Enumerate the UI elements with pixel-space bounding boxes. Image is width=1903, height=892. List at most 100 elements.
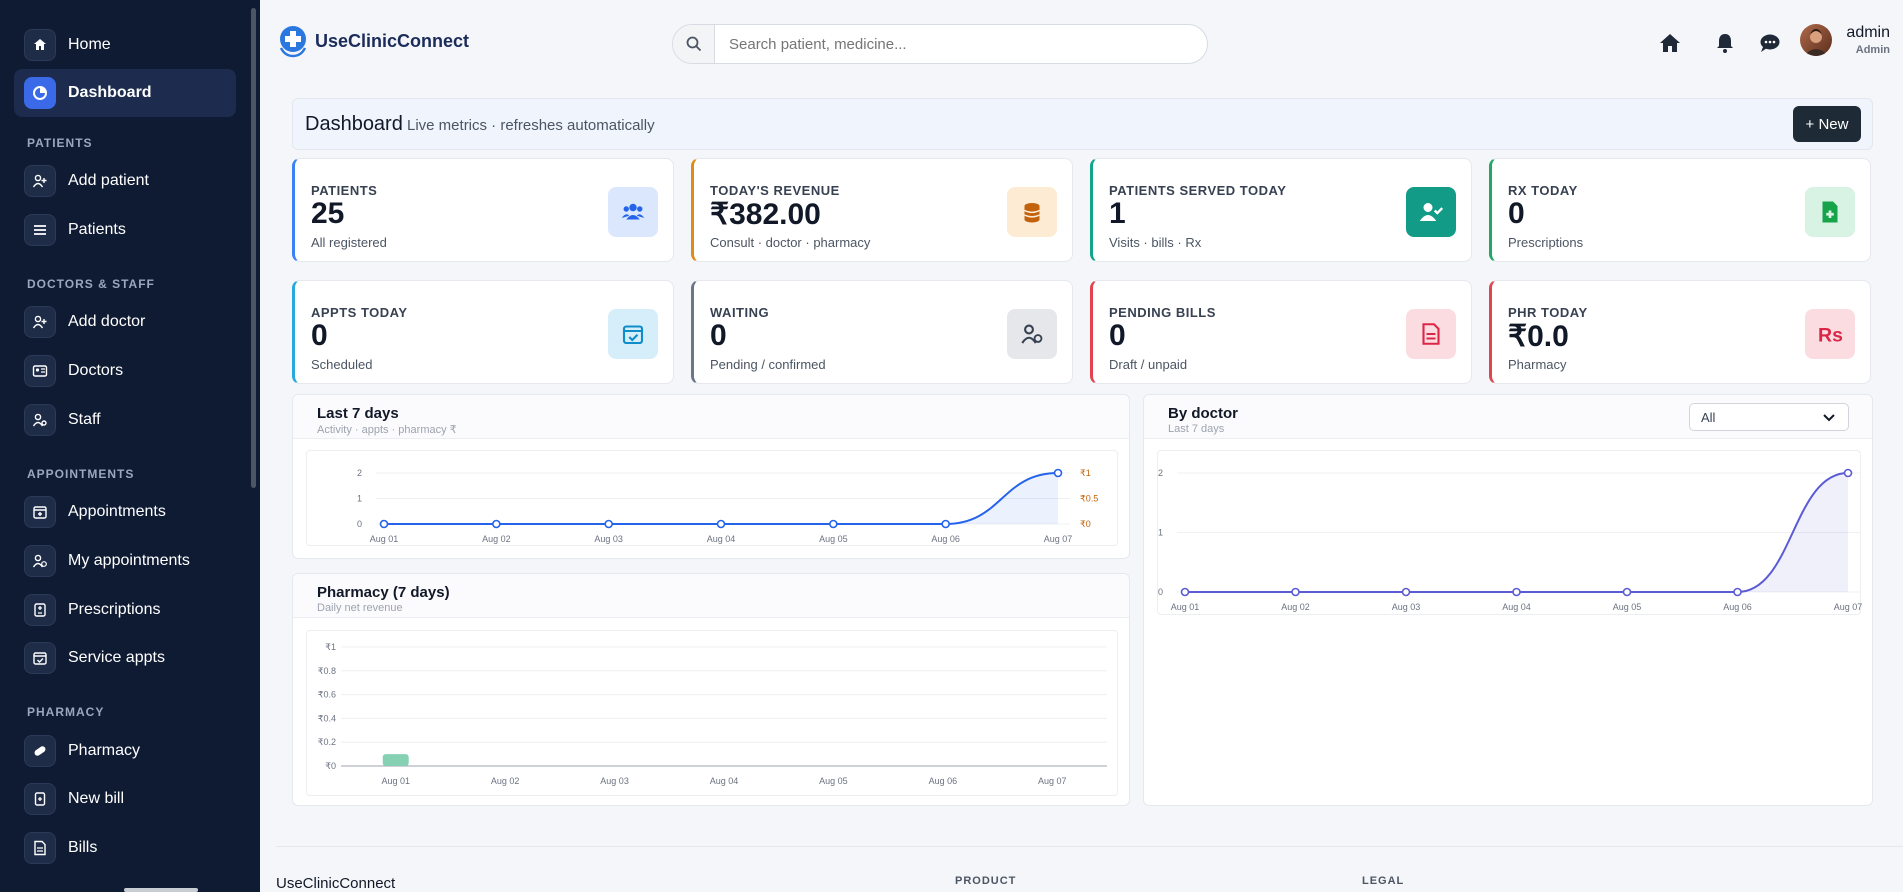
sidebar-item-pharmacy[interactable]: Pharmacy — [14, 727, 236, 775]
x-tick-label: Aug 01 — [381, 776, 410, 786]
y2-tick-label: ₹1 — [1080, 468, 1091, 478]
user-name[interactable]: admin — [1846, 24, 1890, 41]
stat-caption: Scheduled — [311, 357, 373, 372]
top-bar: UseClinicConnect admin Admin — [260, 0, 1903, 86]
sidebar-item-home[interactable]: Home — [14, 21, 236, 69]
data-point — [1843, 468, 1853, 478]
stat-caption: All registered — [311, 235, 387, 250]
stat-value: ₹0.0 — [1508, 320, 1569, 353]
y2-tick-label: ₹0.5 — [1080, 494, 1098, 504]
bar — [382, 754, 409, 766]
data-point — [829, 519, 838, 529]
data-point — [1180, 587, 1190, 597]
home-icon — [34, 39, 46, 50]
sidebar-icon — [24, 832, 56, 864]
stat-caption: Draft / unpaid — [1109, 357, 1188, 372]
x-tick-label: Aug 02 — [1281, 602, 1310, 612]
x-tick-label: Aug 06 — [931, 534, 960, 544]
stat-card-today-s-revenue[interactable]: TODAY'S REVENUE ₹382.00 Consult · doctor ·… — [691, 158, 1073, 262]
sidebar-item-label: New bill — [68, 790, 125, 807]
stat-value: 25 — [311, 197, 345, 230]
sidebar-icon — [24, 735, 56, 767]
sidebar-item-prescriptions[interactable]: Prescriptions — [14, 586, 236, 634]
sidebar-item-dashboard[interactable]: Dashboard — [14, 69, 236, 117]
id-card-icon — [32, 365, 48, 377]
x-tick-label: Aug 04 — [710, 776, 739, 786]
page-title: Dashboard — [305, 113, 403, 135]
sidebar-item-staff[interactable]: Staff — [14, 396, 236, 444]
sidebar-item-my-appointments[interactable]: My appointments — [14, 537, 236, 585]
sidebar-item-service-appts[interactable]: Service appts — [14, 634, 236, 682]
sidebar-icon — [24, 642, 56, 674]
y-tick-label: 1 — [357, 494, 362, 504]
sidebar-item-appointments[interactable]: Appointments — [14, 488, 236, 536]
calendar-plus-icon — [33, 506, 47, 519]
sidebar-icon — [24, 77, 56, 109]
stat-card-patients[interactable]: PATIENTS 25 All registered — [292, 158, 674, 262]
sidebar-item-bills[interactable]: Bills — [14, 824, 236, 872]
home-button[interactable] — [1658, 31, 1682, 55]
sidebar-scroll-indicator — [124, 888, 198, 892]
stat-label: PENDING BILLS — [1109, 305, 1216, 320]
notifications-button[interactable] — [1713, 31, 1737, 55]
avatar[interactable] — [1800, 24, 1832, 56]
chart-container: ₹0 ₹0.2 ₹0.4 ₹0.6 ₹0.8 ₹1 Aug 01 Aug 02 Aug 03 Au… — [306, 630, 1118, 796]
x-tick-label: Aug 03 — [1392, 602, 1421, 612]
pharmacy-panel: Pharmacy (7 days) Daily net revenue ₹0 ₹0… — [292, 573, 1130, 806]
new-button[interactable]: + New — [1793, 106, 1861, 142]
svg-text:Rs: Rs — [1818, 325, 1842, 347]
stat-icon-box — [1007, 187, 1057, 237]
stat-value: 0 — [311, 319, 328, 352]
y-tick-label: ₹0 — [325, 761, 336, 771]
series-area — [384, 473, 1058, 524]
sidebar-item-add-patient[interactable]: Add patient — [14, 157, 236, 205]
stat-card-patients-served-today[interactable]: PATIENTS SERVED TODAY 1 Visits · bills · R… — [1090, 158, 1472, 262]
x-tick-label: Aug 07 — [1044, 534, 1073, 544]
sidebar: Home Dashboard PATIENTS Add patient Patients… — [0, 0, 260, 892]
chat-icon — [1760, 34, 1780, 52]
sidebar-icon — [24, 783, 56, 815]
stat-card-pending-bills[interactable]: PENDING BILLS 0 Draft / unpaid — [1090, 280, 1472, 384]
sidebar-item-doctors[interactable]: Doctors — [14, 347, 236, 395]
messages-button[interactable] — [1758, 31, 1782, 55]
x-tick-label: Aug 04 — [707, 534, 736, 544]
x-tick-label: Aug 05 — [819, 776, 848, 786]
y-tick-label: 2 — [357, 468, 362, 478]
data-point — [379, 519, 389, 529]
stat-card-rx-today[interactable]: RX TODAY 0 Prescriptions — [1489, 158, 1871, 262]
sidebar-section-heading: PATIENTS — [27, 136, 93, 150]
search-input[interactable] — [715, 35, 1195, 53]
sidebar-icon — [24, 355, 56, 387]
series-area — [1185, 473, 1848, 592]
chart-container: 0 1 2 Aug 01 Aug 02 Aug 03 Aug 04 Aug 05 Aug 06 A… — [1157, 450, 1862, 615]
x-tick-label: Aug 06 — [1723, 602, 1752, 612]
stat-card-phr-today[interactable]: PHR TODAY ₹0.0 Pharmacy Rs — [1489, 280, 1871, 384]
sidebar-icon — [24, 306, 56, 338]
stat-value: 0 — [1508, 197, 1525, 230]
stat-label: PATIENTS SERVED TODAY — [1109, 183, 1287, 198]
sidebar-item-new-bill[interactable]: New bill — [14, 775, 236, 823]
doctor-filter-select[interactable]: All — [1689, 403, 1849, 431]
stat-card-waiting[interactable]: WAITING 0 Pending / confirmed — [691, 280, 1073, 384]
sidebar-scrollbar[interactable] — [251, 8, 256, 488]
stat-value: 0 — [1109, 319, 1126, 352]
sidebar-item-label: Dashboard — [68, 84, 152, 101]
footer-brand: UseClinicConnect — [276, 875, 396, 892]
stat-label: RX TODAY — [1508, 183, 1578, 198]
search-button[interactable] — [673, 25, 715, 63]
sidebar-icon — [24, 165, 56, 197]
home-icon — [1660, 34, 1680, 52]
sidebar-item-patients[interactable]: Patients — [14, 206, 236, 254]
sidebar-icon — [24, 594, 56, 626]
stat-card-appts-today[interactable]: APPTS TODAY 0 Scheduled — [292, 280, 674, 384]
last-7-days-panel: Last 7 days Activity · appts · pharmacy … — [292, 394, 1130, 559]
clinic-logo-icon — [279, 26, 307, 58]
coins-icon — [1024, 203, 1040, 223]
search-icon — [686, 36, 701, 52]
stat-label: APPTS TODAY — [311, 305, 408, 320]
sidebar-item-add-doctor[interactable]: Add doctor — [14, 298, 236, 346]
x-tick-label: Aug 03 — [600, 776, 629, 786]
sidebar-item-label: Home — [68, 36, 111, 53]
user-plus-icon — [32, 315, 47, 329]
brand-logo[interactable]: UseClinicConnect — [277, 24, 469, 58]
